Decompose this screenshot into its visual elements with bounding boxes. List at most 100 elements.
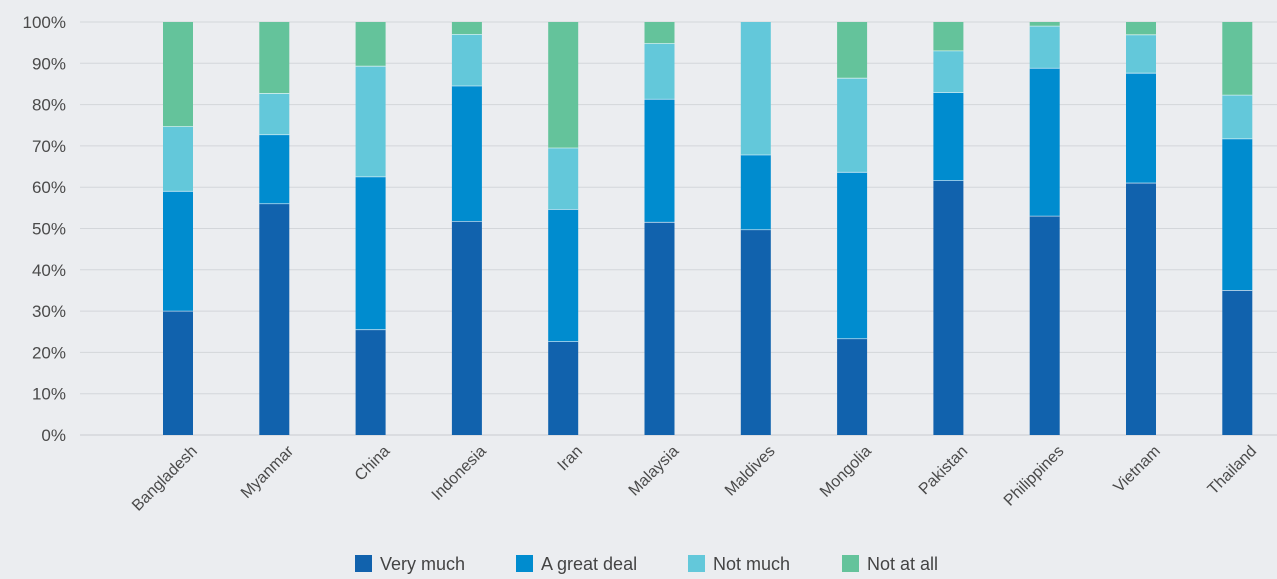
bar-segment: [451, 34, 482, 87]
bar-stack: [740, 22, 771, 435]
bar-segment: [933, 180, 964, 435]
legend-item: Not at all: [842, 554, 938, 574]
x-tick-label: Thailand: [1205, 443, 1260, 498]
legend-label: Not at all: [867, 554, 938, 574]
legend-swatch: [688, 555, 705, 572]
bar-segment: [548, 22, 579, 148]
bar-segment: [837, 338, 868, 435]
bar-segment: [740, 22, 771, 155]
x-tick-label: Myanmar: [238, 442, 298, 502]
bar-stack: [1222, 22, 1253, 435]
x-tick-label: Maldives: [722, 443, 779, 500]
bar-segment: [644, 22, 675, 44]
legend-swatch: [355, 555, 372, 572]
bar-segment: [1126, 34, 1156, 74]
y-tick-label: 90%: [32, 54, 66, 73]
bar-stack: [163, 22, 193, 435]
bar-segment: [1126, 183, 1156, 435]
bar-stack: [1029, 22, 1060, 435]
bar-stack: [837, 22, 868, 435]
bar-segment: [1029, 68, 1060, 217]
bar-stack: [644, 22, 675, 435]
bar-segment: [451, 86, 482, 222]
bar-segment: [355, 329, 386, 435]
bar-segment: [837, 22, 868, 79]
bar-stack: [259, 22, 290, 435]
bar-segment: [548, 341, 579, 435]
bar-segment: [548, 147, 579, 210]
y-tick-label: 30%: [32, 302, 66, 321]
bar-segment: [163, 311, 193, 435]
bar-segment: [259, 22, 290, 94]
bar-segment: [1126, 73, 1156, 184]
x-tick-label: Vietnam: [1111, 443, 1164, 496]
y-tick-label: 100%: [23, 13, 66, 32]
bar-stack: [355, 22, 386, 435]
y-tick-label: 10%: [32, 385, 66, 404]
bar-segment: [451, 22, 482, 35]
y-tick-label: 20%: [32, 343, 66, 362]
x-tick-label: Malaysia: [626, 443, 683, 500]
bar-segment: [163, 126, 193, 192]
bar-segment: [933, 92, 964, 181]
bar-segment: [837, 172, 868, 339]
bar-segment: [644, 99, 675, 223]
y-tick-label: 50%: [32, 220, 66, 239]
bar-segment: [355, 22, 386, 67]
legend-item: Very much: [355, 554, 465, 574]
bar-segment: [644, 222, 675, 435]
x-tick-label: China: [352, 443, 394, 485]
legend-swatch: [842, 555, 859, 572]
bar-segment: [1029, 26, 1060, 69]
bar-segment: [933, 22, 964, 51]
bar-segment: [644, 43, 675, 100]
bar-segment: [259, 203, 290, 435]
y-tick-label: 80%: [32, 96, 66, 115]
bars: [163, 22, 1253, 435]
x-tick-label: Indonesia: [429, 443, 490, 504]
y-tick-label: 40%: [32, 261, 66, 280]
legend: Very much A great deal Not much Not at all: [355, 554, 938, 574]
bar-segment: [837, 78, 868, 173]
bar-segment: [548, 209, 579, 342]
y-tick-label: 70%: [32, 137, 66, 156]
bar-segment: [451, 221, 482, 435]
y-axis: 0% 10% 20% 30% 40% 50% 60% 70% 80% 90% 100%: [23, 13, 66, 445]
legend-label: Very much: [380, 554, 465, 574]
legend-item: Not much: [688, 554, 790, 574]
bar-segment: [259, 134, 290, 204]
x-tick-label: Pakistan: [916, 443, 971, 498]
bar-stack: [548, 22, 579, 435]
bar-segment: [355, 176, 386, 330]
bar-segment: [1222, 22, 1253, 96]
bar-segment: [740, 154, 771, 230]
y-tick-label: 0%: [41, 426, 66, 445]
bar-segment: [933, 50, 964, 93]
bar-segment: [163, 22, 193, 127]
x-tick-label: Philippines: [1001, 443, 1068, 510]
bar-segment: [259, 93, 290, 135]
legend-item: A great deal: [516, 554, 637, 574]
bar-segment: [163, 191, 193, 312]
y-tick-label: 60%: [32, 178, 66, 197]
bar-segment: [1222, 138, 1253, 291]
x-tick-label: Iran: [555, 443, 587, 475]
bar-segment: [1029, 22, 1060, 27]
legend-label: A great deal: [541, 554, 637, 574]
bar-segment: [1222, 95, 1253, 139]
x-axis: Bangladesh Myanmar China Indonesia Iran Malay…: [129, 442, 1260, 514]
bar-stack: [933, 22, 964, 435]
legend-label: Not much: [713, 554, 790, 574]
x-tick-label: Bangladesh: [129, 443, 201, 515]
bar-segment: [1126, 22, 1156, 35]
bar-stack: [451, 22, 482, 435]
bar-stack: [1126, 22, 1156, 435]
bar-segment: [1029, 216, 1060, 435]
bar-segment: [355, 66, 386, 177]
bar-segment: [1222, 290, 1253, 435]
bar-segment: [740, 229, 771, 435]
legend-swatch: [516, 555, 533, 572]
x-tick-label: Mongolia: [817, 443, 875, 501]
